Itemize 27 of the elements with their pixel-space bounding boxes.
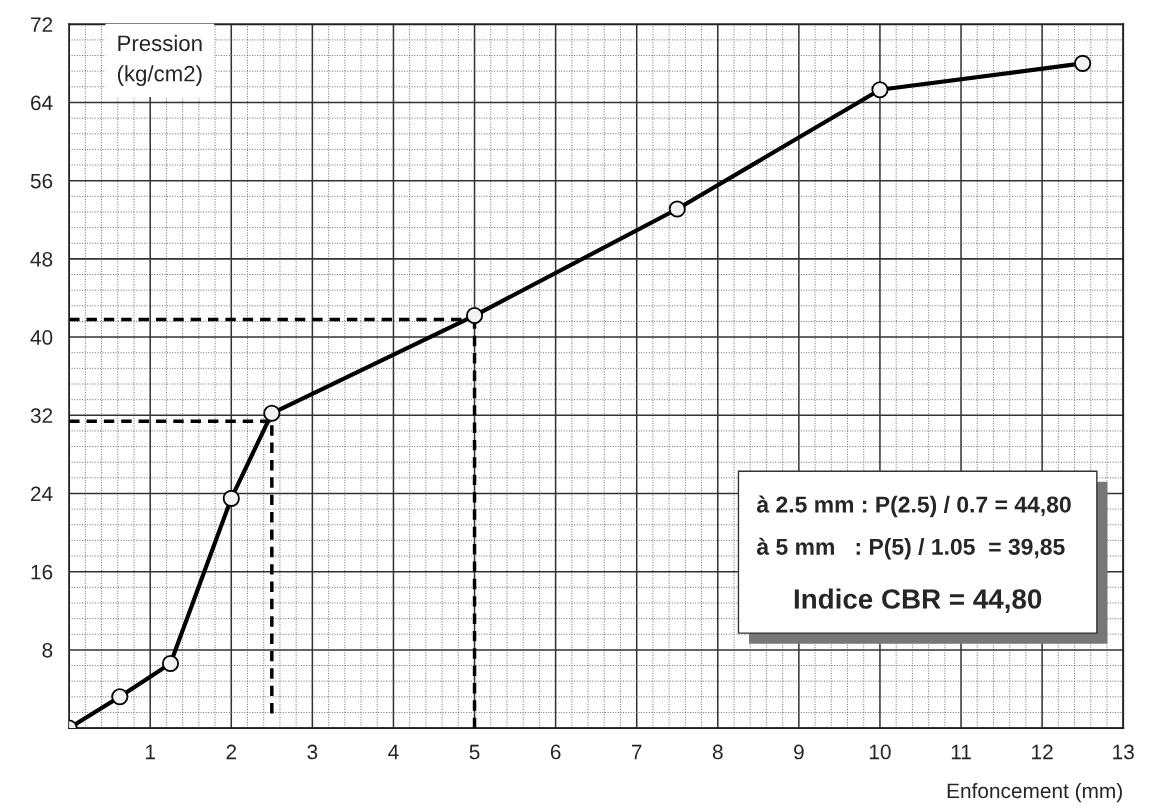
y-tick-label: 72 [31,17,53,32]
y-tick-label: 8 [42,642,53,658]
y-tick-label: 40 [30,330,53,345]
x-tick-label: 10 [869,744,891,760]
x-tick-label: 4 [388,744,399,760]
x-tick-label: 6 [550,744,561,760]
annotation: à 5 mm : P(5) / 1.05 = 39,85 [756,537,1065,560]
annotation: à 2.5 mm : P(2.5) / 0.7 = 44,80 [756,495,1071,518]
x-tick-label: 8 [712,744,723,760]
y-tick-label: 56 [30,173,53,189]
x-tick-label: 7 [631,744,642,760]
y-tick-label: 16 [31,564,53,580]
y-axis-title: Pression (kg/cm2) [117,34,202,86]
annotation: Indice CBR = 44,80 [794,588,1042,613]
y-tick-label: 64 [31,95,53,111]
x-tick-label: 9 [794,744,804,760]
y-tick-label: 24 [31,486,53,502]
x-tick-label: 12 [1032,744,1053,760]
x-tick-label: 1 [146,744,155,760]
x-tick-label: 13 [1113,744,1134,760]
y-tick-label: 48 [30,251,53,267]
x-axis-title: Enfoncement (mm) [947,782,1122,803]
y-tick-label: 32 [30,408,53,424]
x-tick-label: 2 [226,744,237,760]
x-tick-label: 3 [307,744,318,760]
x-tick-label: 11 [951,744,971,760]
x-tick-label: 5 [469,744,480,760]
